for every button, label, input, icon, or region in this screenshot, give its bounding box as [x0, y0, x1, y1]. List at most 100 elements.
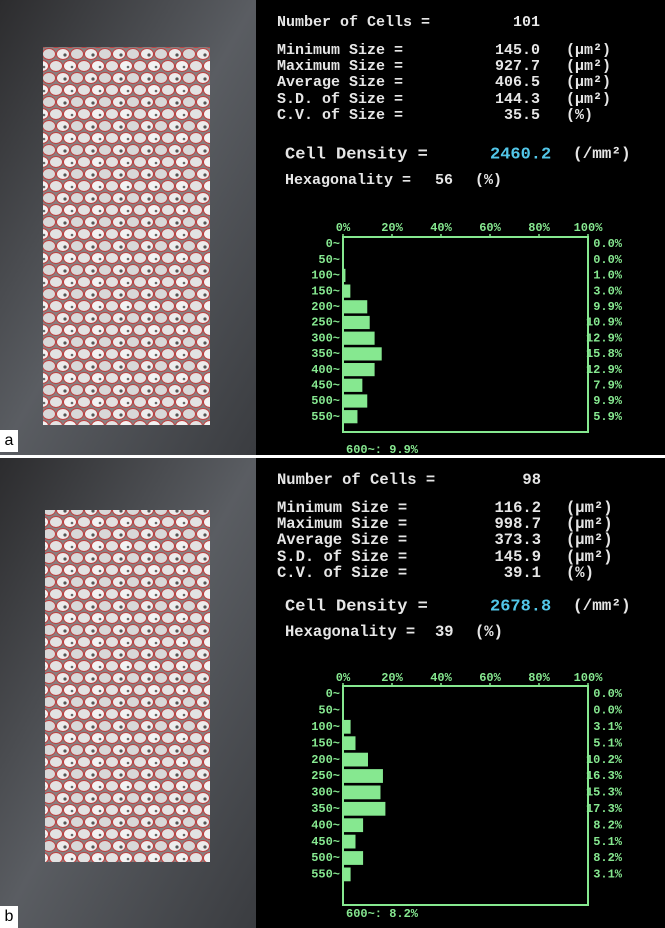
stat-value: 927.7	[495, 58, 540, 75]
histogram-bar	[343, 769, 383, 783]
value-label: 15.8%	[586, 347, 623, 361]
category-label: 50~	[318, 704, 340, 718]
category-label: 400~	[311, 818, 340, 832]
value-label: 1.0%	[593, 269, 623, 283]
value-label: 3.1%	[593, 868, 623, 882]
stat-value: 35.5	[504, 107, 540, 124]
category-label: 550~	[311, 868, 340, 882]
stat-label: Average Size =	[277, 531, 407, 549]
x-tick-label: 100%	[574, 221, 604, 235]
stat-label: Maximum Size =	[277, 58, 403, 75]
stat-label: Minimum Size =	[277, 42, 403, 59]
histogram-bar	[343, 300, 367, 313]
value-label: 17.3%	[586, 802, 623, 816]
category-label: 500~	[311, 394, 340, 408]
x-tick-label: 60%	[479, 221, 501, 235]
density-value: 2460.2	[490, 145, 551, 164]
stat-label: Number of Cells =	[277, 471, 435, 489]
histogram-bar	[343, 410, 357, 423]
panel-label: b	[5, 908, 14, 925]
histogram-bar	[343, 818, 363, 832]
category-label: 0~	[326, 237, 340, 251]
value-label: 5.9%	[593, 410, 623, 424]
value-label: 10.9%	[586, 316, 623, 330]
stat-value: 101	[513, 14, 540, 31]
stat-label: C.V. of Size =	[277, 107, 403, 124]
panel-label: a	[5, 432, 14, 449]
value-label: 3.0%	[593, 284, 623, 298]
histogram-bar	[343, 835, 355, 849]
category-label: 150~	[311, 284, 340, 298]
value-label: 5.1%	[593, 736, 623, 750]
value-label: 16.3%	[586, 769, 623, 783]
value-label: 7.9%	[593, 378, 623, 392]
category-label: 200~	[311, 753, 340, 767]
stat-label: Number of Cells =	[277, 14, 430, 31]
value-label: 5.1%	[593, 835, 623, 849]
category-label: 200~	[311, 300, 340, 314]
overflow-label: 600~: 9.9%	[346, 443, 419, 457]
histogram-bar	[343, 720, 351, 734]
hexagonality-value: 39	[435, 623, 454, 641]
hexagonality-unit: (%)	[475, 623, 503, 641]
category-label: 150~	[311, 736, 340, 750]
category-label: 250~	[311, 316, 340, 330]
stat-unit: (µm²)	[566, 91, 611, 108]
value-label: 0.0%	[593, 237, 623, 251]
category-label: 250~	[311, 769, 340, 783]
category-label: 450~	[311, 378, 340, 392]
stat-label: C.V. of Size =	[277, 564, 407, 582]
x-tick-label: 40%	[430, 221, 452, 235]
stat-value: 373.3	[494, 531, 541, 549]
stat-value: 98	[522, 471, 541, 489]
category-label: 50~	[318, 253, 340, 267]
value-label: 8.2%	[593, 851, 623, 865]
hexagonality-label: Hexagonality =	[285, 623, 415, 641]
density-unit: (/mm²)	[573, 597, 631, 615]
value-label: 0.0%	[593, 253, 623, 267]
category-label: 450~	[311, 835, 340, 849]
stat-unit: (µm²)	[566, 42, 611, 59]
stat-label: Average Size =	[277, 74, 403, 91]
histogram-bar	[343, 285, 350, 298]
value-label: 0.0%	[593, 704, 623, 718]
divider	[0, 455, 665, 458]
x-tick-label: 80%	[528, 221, 550, 235]
category-label: 400~	[311, 363, 340, 377]
category-label: 0~	[326, 687, 340, 701]
value-label: 10.2%	[586, 753, 623, 767]
density-label: Cell Density =	[285, 597, 428, 616]
histogram-bar	[343, 316, 370, 329]
histogram-bar	[343, 394, 367, 407]
stat-unit: (µm²)	[566, 74, 611, 91]
figure: a Number of Cells = 101 Minimum Size = 145.0…	[0, 0, 665, 928]
stat-value: 406.5	[495, 74, 540, 91]
stat-value: 145.0	[495, 42, 540, 59]
histogram-bar	[343, 347, 382, 360]
histogram-bar	[343, 332, 375, 345]
x-tick-label: 20%	[381, 221, 403, 235]
overflow-label: 600~: 8.2%	[346, 907, 419, 921]
stat-unit: (µm²)	[566, 58, 611, 75]
value-label: 9.9%	[593, 300, 623, 314]
value-label: 0.0%	[593, 687, 623, 701]
hexagonality-label: Hexagonality =	[285, 172, 411, 189]
value-label: 8.2%	[593, 818, 623, 832]
histogram-bar	[343, 269, 345, 282]
density-label: Cell Density =	[285, 145, 428, 164]
category-label: 500~	[311, 851, 340, 865]
histogram-bar	[343, 379, 362, 392]
histogram-bar	[343, 802, 385, 816]
category-label: 100~	[311, 720, 340, 734]
stat-unit: (µm²)	[566, 531, 613, 549]
histogram-bar	[343, 851, 363, 865]
stat-value: 39.1	[504, 564, 541, 582]
x-tick-label: 0%	[336, 221, 351, 235]
value-label: 15.3%	[586, 786, 623, 800]
stat-unit: (%)	[566, 564, 594, 582]
histogram-bar	[343, 753, 368, 767]
stat-label: S.D. of Size =	[277, 91, 403, 108]
value-label: 12.9%	[586, 331, 623, 345]
value-label: 12.9%	[586, 363, 623, 377]
category-label: 350~	[311, 347, 340, 361]
